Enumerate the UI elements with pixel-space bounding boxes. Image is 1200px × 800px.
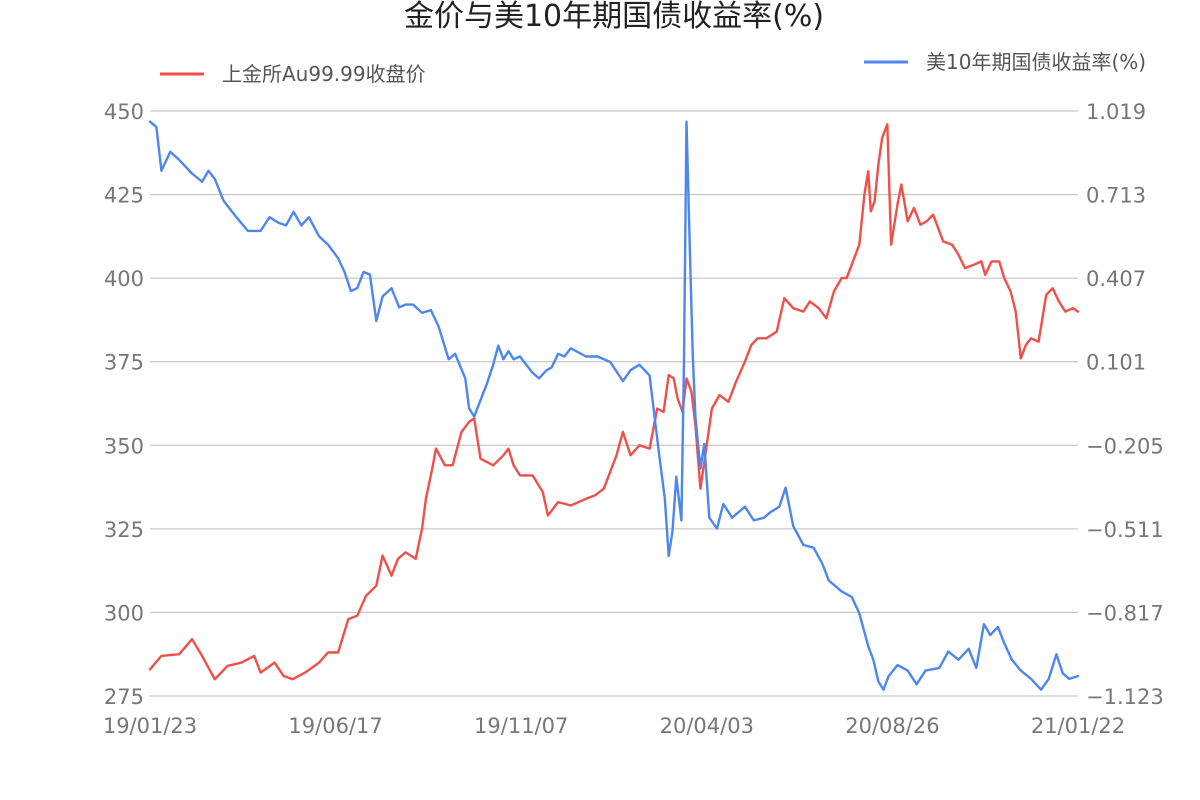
right-tick-label: 0.407 <box>1086 267 1146 291</box>
left-tick-label: 425 <box>104 184 144 208</box>
chart-title: 金价与美10年期国债收益率(%) <box>404 0 824 34</box>
left-tick-label: 450 <box>104 100 144 124</box>
right-tick-label: 1.019 <box>1086 100 1146 124</box>
left-tick-label: 275 <box>104 685 144 709</box>
legend-label-gold: 上金所Au99.99收盘价 <box>222 62 426 86</box>
right-tick-label: −0.205 <box>1086 434 1164 458</box>
left-tick-label: 325 <box>104 518 144 542</box>
right-tick-label: −0.817 <box>1086 601 1164 625</box>
plot-area <box>148 120 1080 691</box>
right-tick-label: −1.123 <box>1086 685 1164 709</box>
x-axis: 19/01/23 19/06/17 19/11/07 20/04/03 20/08/26… <box>103 714 1125 738</box>
legend-label-yield: 美10年期国债收益率(%) <box>926 50 1146 74</box>
series-line-us10y-yield <box>148 120 1080 691</box>
x-tick-label: 20/04/03 <box>660 714 754 738</box>
x-tick-label: 19/11/07 <box>474 714 568 738</box>
x-tick-label: 20/08/26 <box>845 714 939 738</box>
series-line-gold-price <box>148 123 1080 681</box>
left-tick-label: 400 <box>104 267 144 291</box>
left-tick-label: 375 <box>104 351 144 375</box>
left-tick-label: 350 <box>104 434 144 458</box>
left-tick-label: 300 <box>104 601 144 625</box>
x-tick-label: 19/01/23 <box>103 714 197 738</box>
legend: 上金所Au99.99收盘价 美10年期国债收益率(%) <box>160 50 1146 86</box>
right-tick-label: 0.101 <box>1086 351 1146 375</box>
x-tick-label: 21/01/22 <box>1031 714 1125 738</box>
right-tick-label: 0.713 <box>1086 184 1146 208</box>
x-tick-label: 19/06/17 <box>288 714 382 738</box>
right-tick-label: −0.511 <box>1086 518 1164 542</box>
right-axis: 1.019 0.713 0.407 0.101 −0.205 −0.511 −0.817 −1… <box>1086 100 1164 709</box>
gridlines <box>150 110 1078 697</box>
left-axis: 450 425 400 375 350 325 300 275 <box>104 100 144 709</box>
